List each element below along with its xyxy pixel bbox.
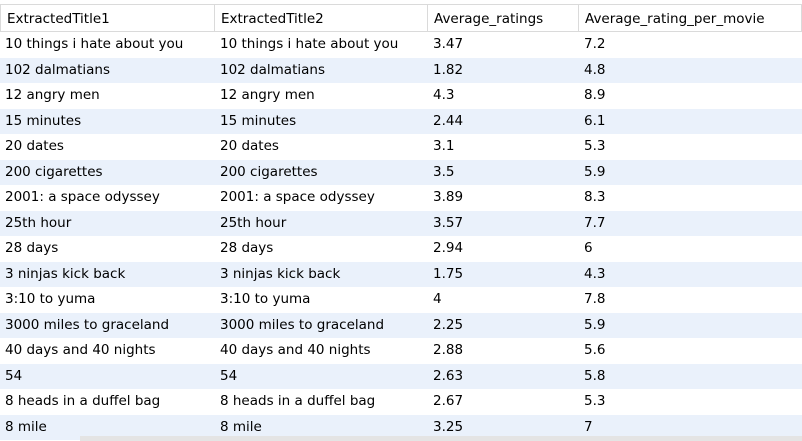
cell-average-rating-per-movie[interactable]: 8.3	[584, 189, 606, 205]
table-row[interactable]: 8 mile 8 mile 3.25 7	[0, 414, 802, 440]
horizontal-scrollbar[interactable]	[80, 436, 802, 441]
table-row[interactable]: 3000 miles to graceland 3000 miles to gra…	[0, 312, 802, 338]
cell-average-ratings[interactable]: 4	[433, 291, 442, 307]
table-row[interactable]: 54 54 2.63 5.8	[0, 363, 802, 389]
cell-extracted-title-1[interactable]: 15 minutes	[5, 112, 82, 129]
cell-average-ratings[interactable]: 1.82	[433, 61, 464, 78]
column-header-extracted-title-2[interactable]: ExtractedTitle2	[215, 4, 428, 32]
cell-extracted-title-1[interactable]: 3:10 to yuma	[5, 291, 96, 307]
table-row[interactable]: 15 minutes 15 minutes 2.44 6.1	[0, 108, 802, 134]
cell-extracted-title-1[interactable]: 8 mile	[5, 418, 47, 435]
cell-extracted-title-1[interactable]: 3 ninjas kick back	[5, 265, 126, 282]
cell-average-ratings[interactable]: 3.57	[433, 214, 464, 231]
cell-average-rating-per-movie[interactable]: 7	[584, 418, 593, 435]
column-header-extracted-title-1[interactable]: ExtractedTitle1	[0, 4, 215, 32]
cell-extracted-title-2[interactable]: 3000 miles to graceland	[220, 316, 385, 333]
cell-extracted-title-2[interactable]: 8 mile	[220, 418, 262, 435]
grid-body: 10 things i hate about you 10 things i ha…	[0, 32, 802, 440]
cell-average-rating-per-movie[interactable]: 5.3	[584, 393, 606, 409]
cell-extracted-title-1[interactable]: 54	[5, 367, 23, 384]
cell-extracted-title-2[interactable]: 2001: a space odyssey	[220, 189, 375, 205]
cell-average-ratings[interactable]: 2.63	[433, 367, 464, 384]
cell-average-rating-per-movie[interactable]: 8.9	[584, 87, 606, 103]
table-row[interactable]: 12 angry men 12 angry men 4.3 8.9	[0, 83, 802, 109]
table-row[interactable]: 200 cigarettes 200 cigarettes 3.5 5.9	[0, 159, 802, 185]
cell-average-rating-per-movie[interactable]: 4.3	[584, 265, 606, 282]
cell-average-rating-per-movie[interactable]: 5.6	[584, 342, 606, 358]
column-header-average-ratings[interactable]: Average_ratings	[428, 4, 579, 32]
cell-average-ratings[interactable]: 2.44	[433, 112, 464, 129]
cell-average-rating-per-movie[interactable]: 6	[584, 240, 593, 256]
cell-extracted-title-2[interactable]: 102 dalmatians	[220, 61, 325, 78]
cell-average-ratings[interactable]: 4.3	[433, 87, 455, 103]
table-row[interactable]: 28 days 28 days 2.94 6	[0, 236, 802, 262]
cell-extracted-title-1[interactable]: 25th hour	[5, 214, 72, 231]
table-row[interactable]: 3:10 to yuma 3:10 to yuma 4 7.8	[0, 287, 802, 313]
cell-extracted-title-1[interactable]: 28 days	[5, 240, 59, 256]
cell-extracted-title-2[interactable]: 3:10 to yuma	[220, 291, 311, 307]
cell-extracted-title-2[interactable]: 10 things i hate about you	[220, 36, 399, 52]
cell-extracted-title-2[interactable]: 3 ninjas kick back	[220, 265, 341, 282]
cell-extracted-title-1[interactable]: 200 cigarettes	[5, 163, 103, 180]
cell-average-rating-per-movie[interactable]: 7.2	[584, 36, 606, 52]
cell-average-rating-per-movie[interactable]: 5.3	[584, 138, 606, 154]
cell-extracted-title-1[interactable]: 20 dates	[5, 138, 64, 154]
table-row[interactable]: 8 heads in a duffel bag 8 heads in a duff…	[0, 389, 802, 415]
table-row[interactable]: 25th hour 25th hour 3.57 7.7	[0, 210, 802, 236]
cell-average-rating-per-movie[interactable]: 6.1	[584, 112, 606, 129]
cell-extracted-title-2[interactable]: 25th hour	[220, 214, 287, 231]
cell-average-ratings[interactable]: 3.89	[433, 189, 464, 205]
cell-average-ratings[interactable]: 1.75	[433, 265, 464, 282]
cell-average-ratings[interactable]: 3.5	[433, 163, 455, 180]
cell-extracted-title-2[interactable]: 8 heads in a duffel bag	[220, 393, 376, 409]
cell-average-ratings[interactable]: 2.88	[433, 342, 464, 358]
cell-average-ratings[interactable]: 3.47	[433, 36, 464, 52]
cell-extracted-title-2[interactable]: 200 cigarettes	[220, 163, 318, 180]
cell-extracted-title-1[interactable]: 40 days and 40 nights	[5, 342, 156, 358]
cell-extracted-title-1[interactable]: 8 heads in a duffel bag	[5, 393, 161, 409]
table-row[interactable]: 20 dates 20 dates 3.1 5.3	[0, 134, 802, 160]
table-row[interactable]: 10 things i hate about you 10 things i ha…	[0, 32, 802, 58]
cell-average-ratings[interactable]: 2.25	[433, 316, 464, 333]
table-row[interactable]: 40 days and 40 nights 40 days and 40 nigh…	[0, 338, 802, 364]
cell-average-ratings[interactable]: 3.1	[433, 138, 455, 154]
cell-extracted-title-2[interactable]: 12 angry men	[220, 87, 315, 103]
grid-header: ExtractedTitle1 ExtractedTitle2 Average_…	[0, 4, 802, 32]
table-row[interactable]: 2001: a space odyssey 2001: a space odyss…	[0, 185, 802, 211]
cell-average-ratings[interactable]: 2.94	[433, 240, 464, 256]
cell-extracted-title-2[interactable]: 20 dates	[220, 138, 279, 154]
cell-average-ratings[interactable]: 3.25	[433, 418, 464, 435]
column-header-average-rating-per-movie[interactable]: Average_rating_per_movie	[579, 4, 802, 32]
table-row[interactable]: 102 dalmatians 102 dalmatians 1.82 4.8	[0, 57, 802, 83]
result-grid: ExtractedTitle1 ExtractedTitle2 Average_…	[0, 4, 802, 440]
cell-average-ratings[interactable]: 2.67	[433, 393, 464, 409]
cell-extracted-title-2[interactable]: 54	[220, 367, 238, 384]
cell-extracted-title-2[interactable]: 15 minutes	[220, 112, 297, 129]
cell-average-rating-per-movie[interactable]: 5.9	[584, 163, 606, 180]
cell-average-rating-per-movie[interactable]: 4.8	[584, 61, 606, 78]
cell-average-rating-per-movie[interactable]: 7.8	[584, 291, 606, 307]
table-row[interactable]: 3 ninjas kick back 3 ninjas kick back 1.75…	[0, 261, 802, 287]
cell-extracted-title-1[interactable]: 102 dalmatians	[5, 61, 110, 78]
cell-extracted-title-1[interactable]: 12 angry men	[5, 87, 100, 103]
cell-extracted-title-2[interactable]: 28 days	[220, 240, 274, 256]
cell-average-rating-per-movie[interactable]: 7.7	[584, 214, 606, 231]
cell-extracted-title-1[interactable]: 10 things i hate about you	[5, 36, 184, 52]
cell-extracted-title-2[interactable]: 40 days and 40 nights	[220, 342, 371, 358]
cell-extracted-title-1[interactable]: 3000 miles to graceland	[5, 316, 170, 333]
cell-extracted-title-1[interactable]: 2001: a space odyssey	[5, 189, 160, 205]
cell-average-rating-per-movie[interactable]: 5.9	[584, 316, 606, 333]
cell-average-rating-per-movie[interactable]: 5.8	[584, 367, 606, 384]
